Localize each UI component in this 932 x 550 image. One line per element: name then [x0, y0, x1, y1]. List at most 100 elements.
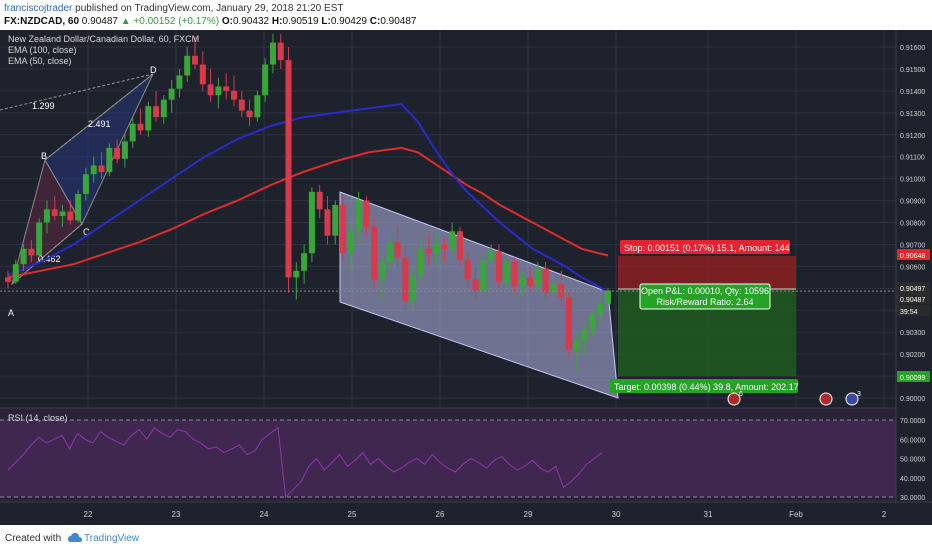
candle-body-58: [456, 231, 463, 260]
price-tick-14: 0.90200: [900, 352, 925, 359]
rsi-axis-ticks: 70.0000 60.0000 50.0000 40.0000 30.0000: [900, 418, 925, 502]
candle-body-16: [129, 123, 136, 142]
tradingview-logo-icon: [68, 533, 82, 542]
candle-body-33: [262, 64, 269, 96]
rsi-tick-1: 60.0000: [900, 437, 925, 444]
time-label-0: 22: [84, 510, 93, 519]
last-price: 0.90487: [81, 16, 118, 27]
price-tag-box-0: [897, 249, 930, 260]
time-axis-ticks: 22 23 24 25 26 29 30 31 Feb 2: [84, 510, 887, 519]
risk-reward-label: Risk/Reward Ratio: 2.64: [656, 297, 753, 307]
price-tag-box-3: [897, 305, 930, 316]
candle-body-57: [449, 231, 456, 249]
candle-body-30: [238, 99, 245, 111]
descending-channel[interactable]: [339, 191, 619, 399]
footer: Created with TradingView: [0, 528, 932, 550]
candle-body-18: [145, 106, 152, 131]
candle-body-31: [246, 110, 253, 118]
event-flag-icon-2: [845, 392, 859, 406]
open-label: O:: [221, 16, 233, 27]
low-value: 0.90429: [330, 16, 367, 27]
price-tick-5: 0.91100: [900, 155, 925, 162]
price-tag-0: 0.90648: [900, 253, 925, 260]
author-link[interactable]: franciscojtrader: [4, 3, 73, 14]
legend-title: New Zealand Dollar/Canadian Dollar, 60, …: [8, 34, 199, 44]
high-label: H:: [271, 16, 283, 27]
candle-body-20: [160, 99, 167, 118]
tradingview-brand[interactable]: TradingView: [84, 533, 140, 544]
candle-body-43: [340, 204, 347, 254]
candle-body-4: [36, 222, 43, 256]
created-with: Created with: [5, 533, 62, 544]
candle-body-36: [285, 60, 292, 278]
price-tick-4: 0.91200: [900, 133, 925, 140]
price-tick-0: 0.91600: [900, 45, 925, 52]
time-label-3: 25: [348, 510, 357, 519]
event-flag-icon-1: [819, 392, 833, 406]
target-label-box[interactable]: [610, 379, 798, 393]
candle-body-46: [363, 200, 370, 227]
time-label-5: 29: [524, 510, 533, 519]
price-tag-2: 0.90487: [900, 297, 925, 304]
rsi-tick-0: 70.0000: [900, 418, 925, 425]
candle-body-62: [488, 251, 495, 260]
candle-body-12: [98, 165, 105, 173]
price-tag-4: 0.90099: [900, 375, 925, 382]
chart-area[interactable]: A B C D 1.299 2.491 0.462 New Zealand Dollar/C…: [0, 30, 932, 525]
candles: [5, 33, 611, 372]
time-axis[interactable]: [0, 502, 932, 525]
symbol-label[interactable]: FX:NZDCAD, 60: [4, 16, 80, 27]
candle-body-0: [5, 277, 11, 282]
candle-body-13: [106, 147, 113, 173]
candle-body-37: [293, 270, 300, 278]
position-zones: [618, 255, 796, 377]
high-value: 0.90519: [282, 16, 319, 27]
candle-body-22: [176, 75, 183, 89]
candle-body-73: [573, 340, 580, 350]
price-tag-3: 39:54: [900, 309, 918, 316]
pattern-point-c: C: [83, 227, 90, 237]
price-tick-7: 0.90900: [900, 199, 925, 206]
candle-body-59: [464, 259, 471, 280]
price-tag-box-2: [897, 293, 930, 304]
candle-body-5: [43, 209, 50, 223]
candle-body-63: [495, 251, 502, 282]
candle-body-9: [75, 193, 82, 221]
rsi-tick-3: 40.0000: [900, 476, 925, 483]
candle-body-61: [480, 259, 487, 291]
candle-body-17: [137, 123, 144, 131]
time-label-1: 23: [172, 510, 181, 519]
candle-body-70: [550, 283, 557, 293]
time-label-8: Feb: [789, 510, 803, 519]
legend-ema50: EMA (50, close): [8, 56, 72, 66]
pnl-box[interactable]: [639, 283, 771, 310]
ohlc-line: FX:NZDCAD, 60 0.90487 ▲ +0.00152 (+0.17%…: [4, 16, 416, 27]
candle-body-71: [558, 283, 565, 298]
rsi-tick-2: 50.0000: [900, 457, 925, 464]
candle-body-15: [121, 141, 128, 159]
price-tags: 0.90648 0.90497 0.90487 39:54 0.90099: [897, 249, 930, 382]
publish-line: franciscojtrader published on TradingVie…: [4, 3, 343, 14]
event-count-2: 3: [857, 391, 861, 398]
candle-body-54: [425, 248, 432, 254]
position-labels[interactable]: Stop: 0.00151 (0.17%) 15.1, Amount: 144 …: [610, 240, 799, 393]
price-tick-16: 0.90000: [900, 396, 925, 403]
stop-label-box[interactable]: [620, 240, 790, 254]
chart-svg[interactable]: A B C D 1.299 2.491 0.462 New Zealand Dollar/C…: [0, 30, 932, 525]
price-axis[interactable]: [896, 30, 932, 525]
publish-info: published on TradingView.com, January 29…: [75, 3, 344, 14]
candle-body-69: [542, 268, 549, 293]
candle-body-42: [332, 204, 339, 236]
close-label: C:: [369, 16, 381, 27]
candle-body-72: [566, 297, 573, 350]
candle-body-50: [394, 242, 401, 258]
time-label-9: 2: [882, 510, 887, 519]
pattern-point-a: A: [8, 308, 14, 318]
price-tick-3: 0.91300: [900, 111, 925, 118]
price-tag-box-4: [897, 371, 930, 382]
candle-body-27: [215, 86, 222, 96]
rsi-band: [0, 420, 896, 497]
price-change: +0.00152 (+0.17%): [133, 16, 220, 27]
candle-body-28: [223, 86, 230, 91]
